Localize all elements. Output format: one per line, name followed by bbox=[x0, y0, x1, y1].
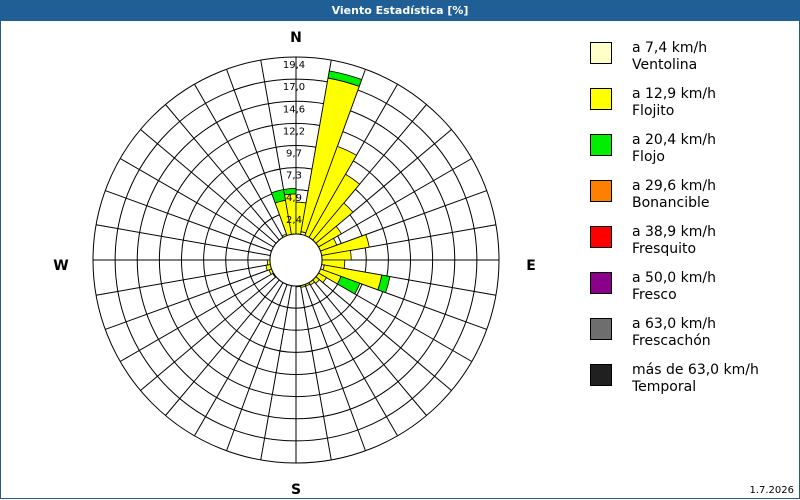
grid-spoke bbox=[194, 83, 284, 238]
legend-series-name: Flojito bbox=[632, 103, 675, 119]
legend-series-name: Fresquito bbox=[632, 241, 697, 257]
wind-bar-flojo bbox=[336, 275, 361, 295]
grid-spoke bbox=[140, 276, 277, 391]
center-calm-circle bbox=[269, 233, 323, 287]
grid-spoke bbox=[308, 282, 398, 437]
radial-tick-label: 4,9 bbox=[286, 193, 302, 204]
window-title: Viento Estadística [%] bbox=[0, 0, 800, 21]
wind-bars bbox=[265, 70, 391, 295]
wind-bar-flojo bbox=[377, 274, 391, 294]
legend-series-name: Temporal bbox=[632, 379, 697, 395]
wind-bar-flojo bbox=[270, 189, 286, 204]
radial-tick-label: 7,3 bbox=[286, 171, 302, 182]
grid-spoke bbox=[300, 285, 332, 461]
grid-spoke bbox=[318, 158, 473, 248]
legend-item: a 7,4 km/h Ventolina bbox=[590, 40, 790, 86]
legend-speed-label: a 12,9 km/h bbox=[632, 86, 716, 102]
radial-tick-label: 19,4 bbox=[283, 60, 305, 71]
wind-bar-flojo bbox=[283, 187, 297, 196]
legend-series-name: Fresco bbox=[632, 287, 677, 303]
grid-spoke bbox=[194, 282, 284, 437]
footer-date: 1.7.2026 bbox=[749, 485, 794, 496]
legend-swatch bbox=[590, 318, 612, 340]
legend-swatch bbox=[590, 272, 612, 294]
grid-spoke bbox=[165, 279, 280, 416]
legend-swatch bbox=[590, 180, 612, 202]
legend-item: a 38,9 km/h Fresquito bbox=[590, 224, 790, 270]
legend-swatch bbox=[590, 134, 612, 156]
grid-spoke bbox=[226, 284, 288, 451]
grid-spoke bbox=[140, 129, 277, 244]
grid-spoke bbox=[165, 104, 280, 241]
grid-spoke bbox=[119, 272, 274, 362]
legend-item: a 20,4 km/h Flojo bbox=[590, 132, 790, 178]
legend-speed-label: a 7,4 km/h bbox=[632, 40, 708, 56]
legend-swatch bbox=[590, 88, 612, 110]
radial-tick-label: 9,7 bbox=[286, 149, 302, 160]
legend-item: a 63,0 km/h Frescachón bbox=[590, 316, 790, 362]
compass-labels: N E S W bbox=[53, 30, 536, 498]
legend-item: a 50,0 km/h Fresco bbox=[590, 270, 790, 316]
legend-series-name: Frescachón bbox=[632, 333, 711, 349]
grid-spoke bbox=[315, 276, 452, 391]
legend: a 7,4 km/h Ventolina a 12,9 km/h Flojito a 2… bbox=[590, 40, 790, 408]
wind-bar-flojo bbox=[327, 70, 363, 87]
grid-spoke bbox=[95, 224, 271, 256]
legend-item: más de 63,0 km/h Temporal bbox=[590, 362, 790, 408]
legend-speed-label: a 50,0 km/h bbox=[632, 270, 716, 286]
legend-item: a 12,9 km/h Flojito bbox=[590, 86, 790, 132]
legend-speed-label: más de 63,0 km/h bbox=[632, 362, 759, 378]
grid-spoke bbox=[105, 268, 272, 330]
legend-swatch bbox=[590, 364, 612, 386]
grid-spoke bbox=[119, 158, 274, 248]
legend-series-name: Bonancible bbox=[632, 195, 710, 211]
legend-speed-label: a 29,6 km/h bbox=[632, 178, 716, 194]
legend-speed-label: a 20,4 km/h bbox=[632, 132, 716, 148]
legend-speed-label: a 63,0 km/h bbox=[632, 316, 716, 332]
compass-west-label: W bbox=[53, 258, 68, 274]
radial-tick-label: 12,2 bbox=[283, 126, 305, 137]
radial-tick-label: 2,4 bbox=[286, 215, 302, 226]
grid-spoke bbox=[304, 284, 366, 451]
compass-south-label: S bbox=[291, 482, 301, 498]
legend-swatch bbox=[590, 42, 612, 64]
compass-east-label: E bbox=[526, 258, 536, 274]
compass-north-label: N bbox=[290, 30, 302, 46]
legend-item: a 29,6 km/h Bonancible bbox=[590, 178, 790, 224]
grid-spoke bbox=[105, 190, 272, 252]
grid-spoke bbox=[95, 264, 271, 296]
radial-tick-label: 14,6 bbox=[283, 104, 305, 115]
radial-tick-label: 17,0 bbox=[283, 82, 305, 93]
radial-tick-labels: 2,4 4,9 7,3 9,7 12,2 14,6 17,0 19,4 bbox=[283, 60, 305, 226]
legend-series-name: Flojo bbox=[632, 149, 665, 165]
legend-speed-label: a 38,9 km/h bbox=[632, 224, 716, 240]
legend-swatch bbox=[590, 226, 612, 248]
grid-spoke bbox=[260, 285, 292, 461]
grid-spoke bbox=[312, 279, 427, 416]
legend-series-name: Ventolina bbox=[632, 57, 698, 73]
